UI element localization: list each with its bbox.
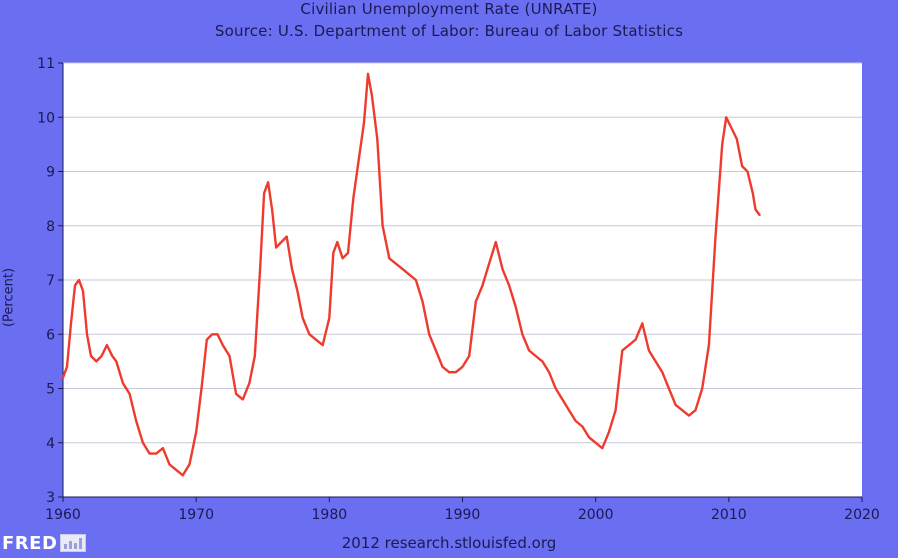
x-tick-label: 2010 bbox=[711, 507, 747, 523]
x-tick-label: 1960 bbox=[45, 507, 81, 523]
axis-lines bbox=[62, 63, 862, 498]
y-tick-label: 5 bbox=[46, 382, 55, 398]
chart-icon bbox=[60, 534, 87, 552]
y-tick-label: 10 bbox=[37, 110, 55, 126]
y-axis-label: (Percent) bbox=[1, 267, 17, 328]
x-axis-ticks: 1960 1970 1980 1990 2000 2010 2020 bbox=[45, 507, 880, 523]
x-tick-label: 2000 bbox=[578, 507, 614, 523]
y-tick-label: 8 bbox=[46, 219, 55, 235]
x-tick-label: 1990 bbox=[445, 507, 481, 523]
chart-title: Civilian Unemployment Rate (UNRATE) bbox=[300, 0, 598, 18]
y-tick-label: 7 bbox=[46, 273, 55, 289]
chart-subtitle: Source: U.S. Department of Labor: Bureau… bbox=[214, 22, 684, 40]
grid-lines bbox=[58, 62, 863, 502]
y-tick-label: 11 bbox=[37, 56, 55, 72]
fred-logo-text: FRED bbox=[2, 532, 58, 554]
y-tick-label: 4 bbox=[46, 436, 55, 452]
x-tick-label: 1970 bbox=[178, 507, 214, 523]
x-tick-label: 1980 bbox=[312, 507, 348, 523]
fred-logo[interactable]: FRED bbox=[2, 532, 87, 554]
y-tick-label: 9 bbox=[46, 165, 55, 181]
y-tick-label: 6 bbox=[46, 327, 55, 343]
series-line-unrate bbox=[61, 72, 761, 477]
y-axis-ticks: 3 4 5 6 7 8 9 10 11 bbox=[37, 56, 55, 506]
y-tick-label: 3 bbox=[46, 490, 55, 506]
footer-source: 2012 research.stlouisfed.org bbox=[341, 534, 557, 552]
x-tick-label: 2020 bbox=[844, 507, 880, 523]
